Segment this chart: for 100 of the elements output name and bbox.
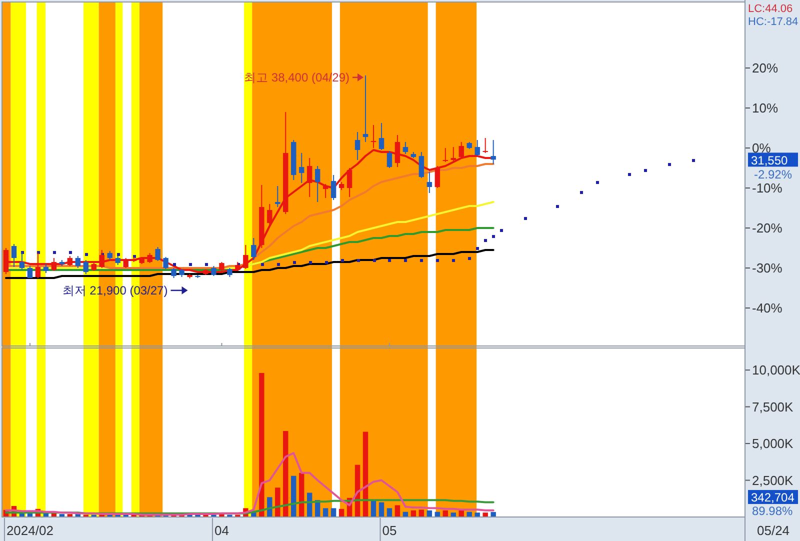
candlestick [75, 256, 80, 268]
point [500, 229, 503, 232]
point [524, 217, 527, 220]
y-tick-label: 2,500K [752, 472, 794, 488]
text: 89.98% [752, 504, 794, 518]
bar [330, 508, 336, 517]
y-tick-label: 10,000K [752, 362, 800, 378]
point [468, 257, 471, 260]
text: 342,704 [751, 490, 795, 504]
point [69, 251, 72, 254]
candlestick [434, 166, 440, 188]
line-series [4, 452, 494, 516]
point [53, 251, 56, 254]
bar [283, 431, 288, 517]
point [117, 253, 120, 256]
text: 05/24 [757, 523, 790, 538]
candlestick [346, 168, 352, 198]
candlestick [83, 260, 88, 274]
candlestick [490, 140, 496, 164]
x-tick-label: 05 [382, 523, 397, 538]
point [309, 261, 312, 264]
y-tick-label: -30% [752, 260, 783, 276]
point [293, 261, 296, 264]
point [373, 259, 376, 262]
bar [362, 432, 368, 517]
point [436, 259, 439, 262]
candlestick [243, 244, 248, 270]
candlestick [123, 258, 128, 268]
text: HC:-17.84 [748, 16, 798, 28]
point [484, 239, 487, 242]
candlestick [147, 252, 152, 264]
y-tick-label: -10% [752, 180, 783, 196]
y-tick-label: -40% [752, 300, 783, 316]
point [357, 259, 360, 262]
point [277, 263, 280, 266]
y-tick-label: 7,500K [752, 399, 794, 414]
candlestick [474, 140, 480, 156]
candlestick [211, 266, 216, 276]
candlestick [155, 246, 160, 262]
y-tick-label: 20% [752, 60, 778, 76]
bar [259, 372, 264, 517]
bar [291, 476, 296, 517]
bar [394, 505, 400, 517]
candlestick [482, 138, 488, 154]
candlestick [426, 172, 432, 194]
bar [482, 512, 488, 517]
point [492, 235, 495, 238]
y-tick-label: -20% [752, 220, 783, 236]
candlestick [386, 150, 392, 168]
point [556, 205, 559, 208]
point [580, 191, 583, 194]
text: -2.92% [754, 168, 792, 182]
point [325, 261, 328, 264]
point [261, 263, 264, 266]
x-tick-label: 04 [214, 523, 229, 538]
bar [322, 508, 328, 517]
bar [490, 512, 496, 517]
candlestick [354, 132, 360, 160]
candlestick [442, 148, 448, 162]
candlestick [330, 174, 336, 200]
candlestick [306, 158, 312, 198]
candlestick [378, 122, 384, 150]
y-tick-label: 0% [752, 140, 772, 156]
point [189, 263, 192, 266]
bar [386, 508, 392, 517]
point [85, 253, 88, 256]
bar [418, 510, 424, 517]
candlestick [362, 74, 368, 142]
text: LC:44.06 [748, 3, 793, 15]
point [628, 173, 631, 176]
point [420, 259, 423, 262]
candlestick [67, 256, 73, 266]
candlestick [298, 152, 304, 184]
point [596, 181, 599, 184]
y-tick-label: 10% [752, 100, 778, 116]
x-tick-label: 2024/02 [6, 523, 54, 538]
candlestick [11, 244, 17, 268]
point [452, 259, 455, 262]
candlestick [402, 142, 408, 154]
candlestick [275, 186, 280, 208]
candlestick [314, 166, 320, 202]
bar [378, 502, 384, 517]
point [668, 163, 671, 166]
candlestick [163, 256, 168, 270]
point [173, 263, 176, 266]
candlestick [418, 152, 424, 178]
text: 31,550 [751, 154, 788, 168]
line-series [4, 499, 494, 514]
point [404, 259, 407, 262]
point [205, 263, 208, 266]
candlestick [251, 238, 256, 260]
candlestick [322, 184, 328, 198]
line-series [4, 249, 494, 279]
point [341, 259, 344, 262]
point [644, 169, 647, 172]
point [388, 259, 391, 262]
candlestick [171, 268, 176, 278]
point [692, 159, 695, 162]
y-tick-label: 5,000K [752, 436, 794, 452]
candlestick [267, 204, 272, 226]
